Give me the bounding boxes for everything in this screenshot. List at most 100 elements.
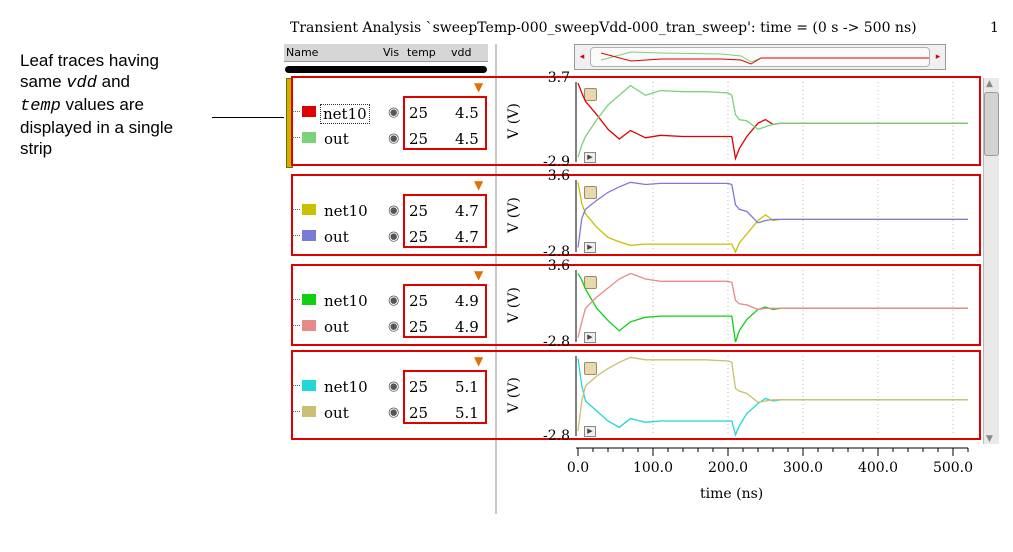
trace-color-swatch[interactable] <box>302 132 316 143</box>
sweep-values-highlight <box>403 194 487 248</box>
annotation-text-fragment: and <box>96 72 130 91</box>
tree-connector <box>292 235 300 236</box>
annotation-text: Leaf traces having same vdd and temp val… <box>20 50 210 159</box>
trace-temp-value: 25 <box>409 228 429 246</box>
eye-icon[interactable]: ◉ <box>388 203 400 218</box>
annotation-text-fragment: same <box>20 72 67 91</box>
trace-temp-value: 25 <box>409 292 429 310</box>
overview-trace-net10 <box>600 52 929 65</box>
annotation-line-3: temp values are <box>20 94 210 117</box>
scroll-left-icon[interactable]: ◂ <box>579 52 585 62</box>
trace-color-swatch[interactable] <box>302 320 316 331</box>
y-min-label: -2.8 <box>543 428 570 444</box>
trace-vdd-value: 4.5 <box>455 130 479 148</box>
annotation-text-fragment: values are <box>60 95 144 114</box>
tree-connector <box>292 385 300 386</box>
x-tick-label: 500.0 <box>932 460 974 476</box>
scroll-down-icon[interactable]: ▼ <box>986 434 993 444</box>
y-max-label: 3.6 <box>547 168 570 184</box>
trace-color-swatch[interactable] <box>302 204 316 215</box>
eye-icon[interactable]: ◉ <box>388 293 400 308</box>
filter-icon[interactable]: ▼ <box>474 354 484 368</box>
x-tick-label: 300.0 <box>782 460 824 476</box>
trace-color-swatch[interactable] <box>302 380 316 391</box>
trace-list-header: Name Vis temp vdd <box>284 44 488 62</box>
trace-name[interactable]: net10 <box>324 292 368 310</box>
trace-color-swatch[interactable] <box>302 106 316 117</box>
overview-scroller[interactable]: ◂ ▸ <box>574 44 946 70</box>
trace-name[interactable]: out <box>324 318 349 336</box>
scroll-right-icon[interactable]: ▸ <box>935 52 941 62</box>
eye-icon[interactable]: ◉ <box>388 405 400 420</box>
annotation-var-vdd: vdd <box>66 74 97 93</box>
overview-thumb[interactable] <box>590 47 930 67</box>
trace-name[interactable]: net10 <box>324 202 368 220</box>
trace-vdd-value: 4.7 <box>455 228 479 246</box>
strip-highlight-2 <box>291 174 981 256</box>
trace-name[interactable]: net10 <box>320 104 370 124</box>
annotation-line-2: same vdd and <box>20 71 210 94</box>
tree-connector <box>292 209 300 210</box>
column-name[interactable]: Name <box>286 46 319 59</box>
trace-vdd-value: 5.1 <box>455 378 479 396</box>
vertical-scroll-thumb[interactable] <box>984 92 999 156</box>
y-min-label: -2.8 <box>543 334 570 350</box>
annotation-line-1: Leaf traces having <box>20 51 159 70</box>
tree-connector <box>292 325 300 326</box>
annotation-var-temp: temp <box>20 97 61 116</box>
column-temp[interactable]: temp <box>407 46 436 59</box>
strip-highlight-3 <box>291 264 981 346</box>
sweep-values-highlight <box>403 370 487 424</box>
x-tick-label: 100.0 <box>632 460 674 476</box>
trace-color-swatch[interactable] <box>302 406 316 417</box>
column-vis[interactable]: Vis <box>383 46 400 59</box>
pane-splitter[interactable] <box>495 44 497 514</box>
tree-connector <box>292 111 300 112</box>
eye-icon[interactable]: ◉ <box>388 131 400 146</box>
trace-temp-value: 25 <box>409 404 429 422</box>
vertical-scrollbar[interactable] <box>983 78 999 444</box>
trace-name[interactable]: out <box>324 404 349 422</box>
annotation-line-5: strip <box>20 139 53 158</box>
x-axis-label: time (ns) <box>700 486 764 502</box>
y-min-label: -2.9 <box>543 154 570 170</box>
trace-vdd-value: 5.1 <box>455 404 479 422</box>
column-vdd[interactable]: vdd <box>451 46 472 59</box>
sweep-values-highlight <box>403 284 487 338</box>
trace-temp-value: 25 <box>409 104 429 122</box>
trace-temp-value: 25 <box>409 130 429 148</box>
trace-vdd-value: 4.9 <box>455 292 479 310</box>
eye-icon[interactable]: ◉ <box>388 105 400 120</box>
filter-icon[interactable]: ▼ <box>474 268 484 282</box>
trace-temp-value: 25 <box>409 202 429 220</box>
y-max-label: 3.7 <box>547 70 570 86</box>
filter-icon[interactable]: ▼ <box>474 80 484 94</box>
trace-name[interactable]: out <box>324 228 349 246</box>
sweep-values-highlight <box>403 96 487 150</box>
trace-name[interactable]: net10 <box>324 378 368 396</box>
eye-icon[interactable]: ◉ <box>388 319 400 334</box>
eye-icon[interactable]: ◉ <box>388 379 400 394</box>
trace-temp-value: 25 <box>409 318 429 336</box>
trace-name[interactable]: out <box>324 130 349 148</box>
annotation-leader-line <box>212 117 284 118</box>
x-tick-label: 200.0 <box>707 460 749 476</box>
trace-vdd-value: 4.7 <box>455 202 479 220</box>
strip-highlight-1 <box>291 76 981 166</box>
trace-color-swatch[interactable] <box>302 230 316 241</box>
y-max-label: 3.6 <box>547 258 570 274</box>
tree-connector <box>292 137 300 138</box>
overview-preview <box>600 51 929 65</box>
y-min-label: -2.8 <box>543 244 570 260</box>
scroll-up-icon[interactable]: ▲ <box>986 79 993 89</box>
header-divider-bar <box>285 66 487 73</box>
x-tick-label: 400.0 <box>857 460 899 476</box>
eye-icon[interactable]: ◉ <box>388 229 400 244</box>
window-title: Transient Analysis `sweepTemp-000_sweepV… <box>290 20 917 36</box>
x-tick-label: 0.0 <box>566 460 590 476</box>
trace-vdd-value: 4.9 <box>455 318 479 336</box>
tree-connector <box>292 411 300 412</box>
trace-color-swatch[interactable] <box>302 294 316 305</box>
filter-icon[interactable]: ▼ <box>474 178 484 192</box>
